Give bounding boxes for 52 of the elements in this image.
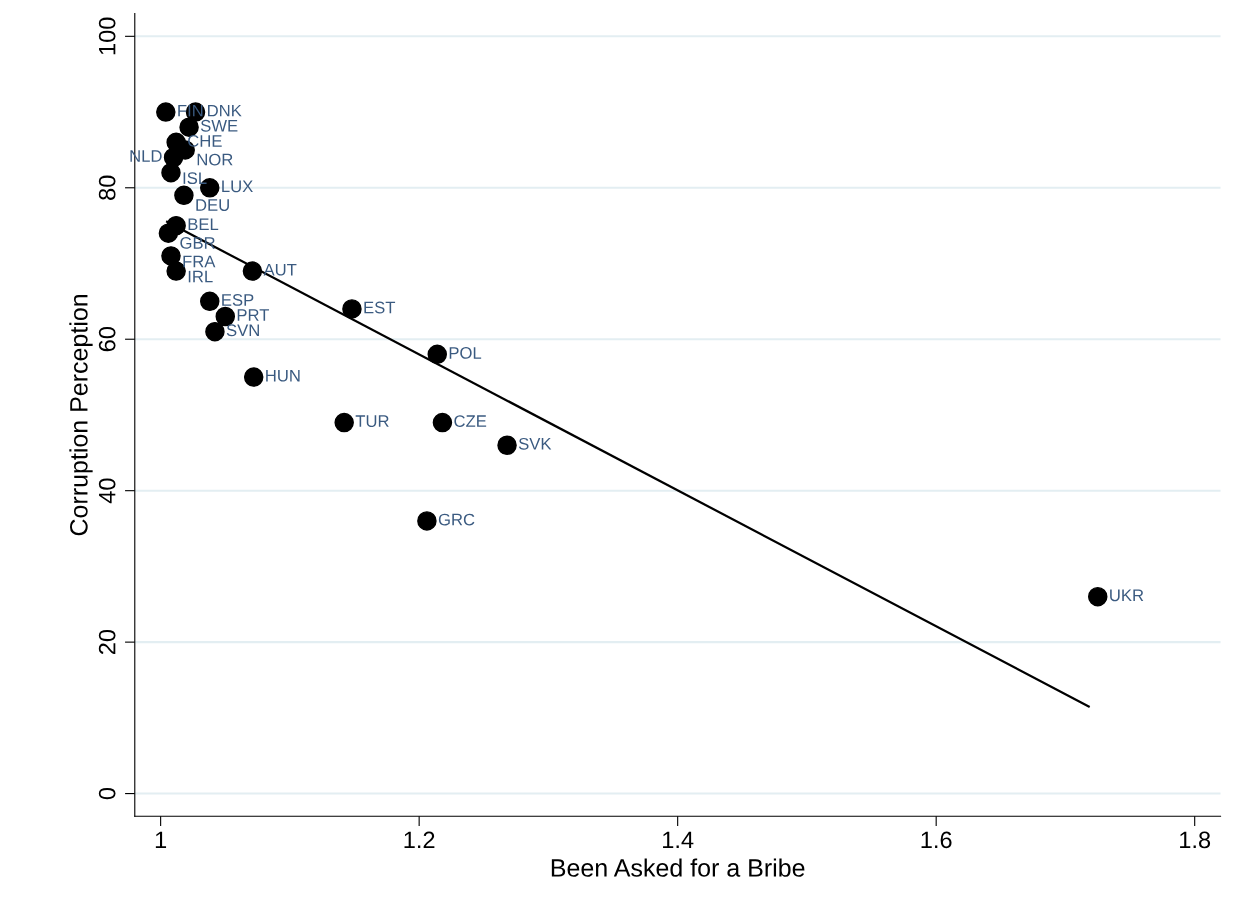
point: [158, 223, 179, 243]
x-tick-label: 1.2: [404, 831, 435, 848]
data-label: PRT: [237, 309, 270, 321]
y-tick-label: 40: [98, 478, 116, 504]
x-axis-title: Been Asked for a Bribe: [551, 858, 805, 877]
point: [174, 185, 194, 206]
data-label: AUT: [263, 263, 297, 276]
data-label: SVK: [518, 437, 552, 450]
data-label: BEL: [188, 218, 219, 230]
data-label: CZE: [454, 415, 487, 427]
data-label: CHE: [188, 135, 222, 147]
point: [1088, 586, 1108, 607]
point: [200, 291, 220, 312]
data-label: SVN: [226, 324, 259, 337]
y-tick-label: 100: [98, 17, 116, 55]
x-tick-label: 1: [155, 831, 167, 848]
y-tick-label: 0: [98, 787, 116, 800]
x-tick-label: 1.6: [921, 831, 952, 849]
point: [342, 299, 362, 319]
point: [497, 435, 517, 455]
data-label: ESP: [222, 294, 254, 306]
y-tick-label: 80: [98, 175, 116, 200]
point: [161, 246, 181, 266]
data-label: HUN: [266, 369, 300, 382]
point: [156, 102, 176, 122]
y-tick-label: 60: [98, 327, 116, 352]
point: [242, 261, 263, 281]
data-label: LUX: [222, 180, 253, 193]
point: [179, 117, 199, 137]
data-label: DEU: [196, 199, 229, 211]
point: [432, 412, 453, 433]
y-axis-title: Corruption Perception: [69, 294, 93, 536]
data-label: TUR: [355, 415, 389, 427]
data-label: ISL: [183, 172, 207, 185]
x-tick-label: 1.8: [1180, 831, 1211, 849]
point: [205, 321, 225, 342]
point: [334, 412, 354, 433]
data-label: SWE: [200, 119, 238, 132]
point: [161, 162, 181, 183]
data-label: IRL: [188, 270, 213, 283]
data-label: NOR: [197, 153, 233, 166]
data-label: UKR: [1110, 589, 1144, 602]
point: [417, 511, 437, 531]
data-label: GRC: [438, 513, 475, 526]
data-label: POL: [449, 347, 482, 359]
data-label: EST: [364, 301, 396, 314]
point: [243, 367, 264, 387]
data-label: FRA: [183, 255, 216, 268]
data-label: DNK: [208, 104, 242, 117]
y-tick-label: 20: [98, 629, 116, 655]
x-tick-label: 1.4: [663, 831, 694, 848]
point: [427, 344, 447, 365]
